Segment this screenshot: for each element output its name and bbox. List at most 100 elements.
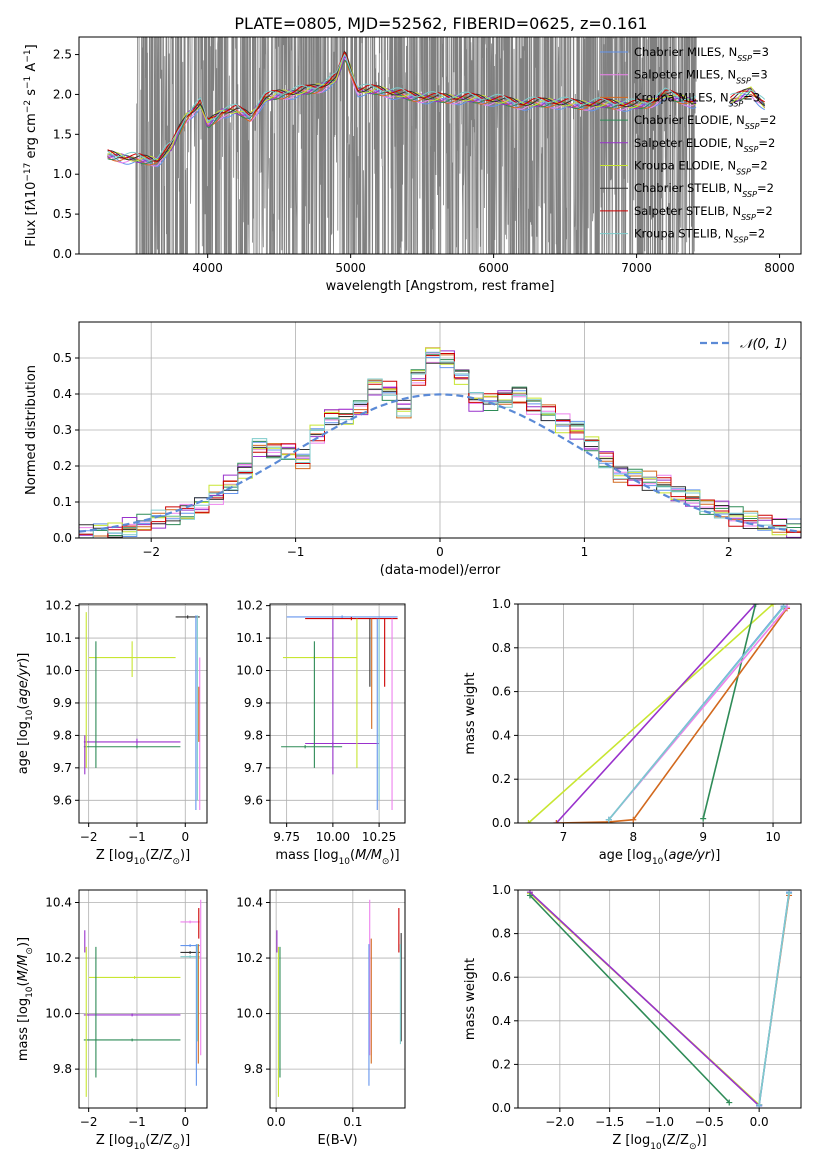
- mass-weight-marker: [630, 816, 637, 823]
- x-tick-label: 0.0: [750, 1115, 769, 1129]
- axes-frame: [517, 889, 802, 1109]
- label-part: Z [log: [96, 1133, 134, 1148]
- legend-entry: Chabrier ELODIE, NSSP=2: [634, 113, 776, 131]
- label-part: Flux [f: [24, 205, 39, 246]
- mass-weight-line: [556, 607, 788, 823]
- y-tick-label: 9.6: [244, 793, 263, 807]
- label-part: age/yr: [16, 661, 31, 704]
- mass-weight-vs-metallicity-chart: −2.0 −1.5 −1.0 −0.5 0.0 0.0 0.2 0.4 0.6 0.8 1.0 Z […: [463, 883, 802, 1152]
- mass-weight-line: [529, 894, 730, 1104]
- legend-entry: Kroupa ELODIE, NSSP=2: [634, 159, 768, 177]
- axes-frame: [78, 889, 208, 1109]
- label-part: =3: [751, 68, 768, 82]
- plot-area: [83, 899, 202, 1097]
- y-tick-label: 0.5: [53, 207, 72, 221]
- legend-entry: Salpeter ELODIE, NSSP=2: [634, 136, 775, 154]
- label-part: −1: [23, 76, 33, 89]
- y-tick-label: 0.0: [492, 816, 511, 830]
- x-tick-label: 8000: [764, 261, 795, 275]
- x-tick-label: 0: [181, 1115, 189, 1129]
- x-axis-label: Z [log10(Z/Z⊙)]: [96, 1133, 190, 1152]
- legend: 𝒩(0, 1): [700, 337, 787, 352]
- x-tick-label: −1: [128, 830, 146, 844]
- y-tick-label: 10.0: [45, 664, 72, 678]
- y-tick-label: 9.9: [244, 696, 263, 710]
- y-tick-label: 10.1: [236, 631, 263, 645]
- x-tick-label: 0.0: [267, 1115, 286, 1129]
- label-part: Chabrier ELODIE, N: [634, 113, 745, 127]
- label-part: =3: [752, 45, 769, 59]
- label-part: SSP: [737, 54, 752, 63]
- label-part: (Z/Z: [145, 1133, 172, 1148]
- y-tick-label: 9.8: [244, 1062, 263, 1076]
- mass-weight-line: [702, 604, 757, 819]
- y-tick-label: 0.4: [492, 1014, 511, 1028]
- axes-frame: [78, 321, 802, 539]
- label-part: mass [log: [275, 848, 338, 863]
- y-tick-label: 0.2: [492, 1057, 511, 1071]
- y-tick-label: 10.4: [45, 895, 72, 909]
- y-axis-label: mass weight: [463, 672, 478, 754]
- mass-weight-line: [529, 891, 760, 1107]
- ticks: 4000 5000 6000 7000 8000 0.0 0.5 1.0 1.5 2.0 2.5: [53, 48, 795, 275]
- y-tick-label: 2.5: [53, 48, 72, 62]
- x-tick-label: −1.5: [595, 1115, 624, 1129]
- label-part: )]: [389, 848, 399, 863]
- mass-weight-marker: [605, 816, 612, 823]
- x-tick-label: 10.00: [316, 830, 350, 844]
- y-tick-label: 0.0: [53, 247, 72, 261]
- label-part: 10: [25, 709, 35, 721]
- mass-weight-line: [555, 604, 757, 823]
- x-tick-label: −0.5: [695, 1115, 724, 1129]
- ticks: −2 −1 0 1 2 0.0 0.1 0.2 0.3 0.4 0.5: [53, 351, 733, 559]
- y-tick-label: 10.2: [236, 599, 263, 613]
- legend-entry: Chabrier STELIB, NSSP=2: [634, 181, 774, 199]
- label-part: Salpeter ELODIE, N: [634, 136, 744, 150]
- plot-area: [525, 604, 791, 823]
- y-tick-label: 10.0: [45, 1007, 72, 1021]
- x-tick-label: 8: [629, 830, 637, 844]
- plot-area: [79, 347, 801, 538]
- x-axis-label: (data-model)/error: [380, 563, 501, 578]
- label-part: Kroupa ELODIE, N: [634, 159, 736, 173]
- label-part: =2: [757, 181, 774, 195]
- x-tick-label: 0.1: [343, 1115, 362, 1129]
- legend-entry: Kroupa STELIB, NSSP=2: [634, 227, 765, 245]
- legend-entry: 𝒩(0, 1): [740, 337, 787, 352]
- label-part: ⊙: [689, 1142, 697, 1152]
- x-tick-label: 2: [725, 545, 733, 559]
- y-tick-label: 0.8: [492, 641, 511, 655]
- mass-weight-marker: [726, 1099, 733, 1106]
- mass-weight-marker: [525, 820, 532, 823]
- label-part: SSP: [744, 144, 759, 153]
- y-axis-label: age [log10(age/yr)]: [16, 653, 35, 775]
- label-part: ⊙: [172, 857, 180, 867]
- grid-lines: [518, 889, 801, 1109]
- y-tick-label: 1.0: [492, 883, 511, 897]
- mass-weight-marker: [752, 604, 759, 607]
- mass-weight-marker: [786, 890, 793, 897]
- spectrum-chart: 4000 5000 6000 7000 8000 0.0 0.5 1.0 1.5 2.0 2.5 wa…: [23, 36, 802, 294]
- axes-frame: [517, 603, 802, 824]
- label-part: (Z/Z: [662, 1133, 689, 1148]
- y-axis-label: mass weight: [463, 958, 478, 1040]
- mass-weight-line: [608, 606, 785, 821]
- label-part: age [log: [16, 721, 31, 774]
- mass-vs-extinction-chart: 0.0 0.1 9.8 10.0 10.2 10.4 E(B-V): [236, 889, 406, 1148]
- label-part: −1: [23, 49, 33, 62]
- residual-histogram-step: [79, 351, 801, 538]
- label-part: 10: [25, 986, 35, 998]
- plot-area: [107, 37, 766, 254]
- grid-lines: [79, 890, 207, 1108]
- x-axis-label: Z [log10(Z/Z⊙)]: [96, 848, 190, 867]
- label-part: =2: [751, 159, 768, 173]
- y-tick-label: 0.4: [53, 387, 72, 401]
- figure-title: PLATE=0805, MJD=52562, FIBERID=0625, z=0…: [234, 14, 647, 33]
- label-part: M/M: [355, 848, 382, 863]
- mass-weight-marker: [526, 892, 533, 899]
- x-tick-label: −1.0: [645, 1115, 674, 1129]
- x-tick-label: 0: [436, 545, 444, 559]
- x-axis-label: age [log10(age/yr)]: [599, 848, 721, 867]
